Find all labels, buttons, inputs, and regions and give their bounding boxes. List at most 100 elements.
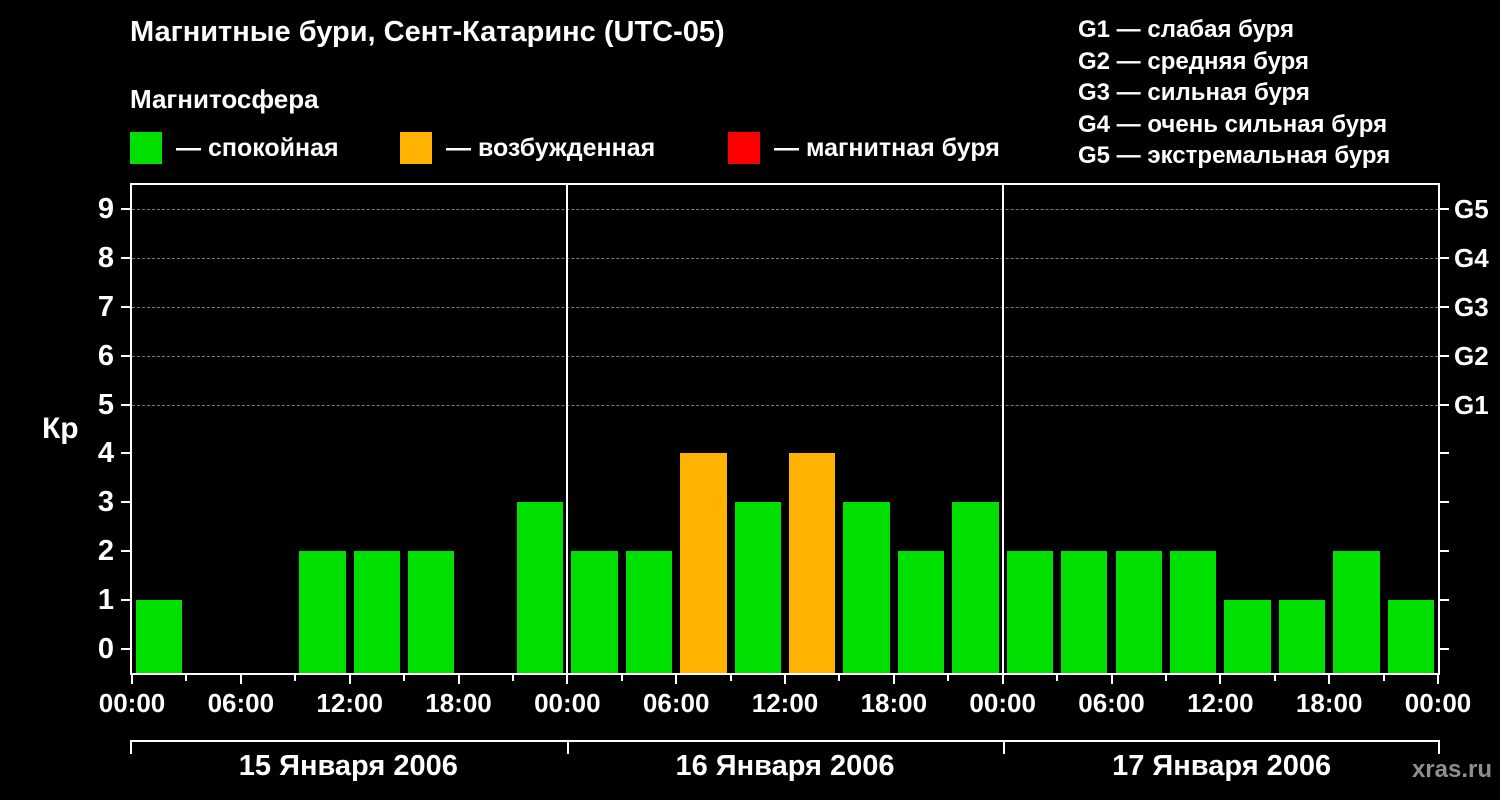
date-label: 16 Января 2006 [675,750,895,782]
x-tick-label: 06:00 [207,688,275,718]
x-axis-tick [131,675,133,684]
kp-bar [408,551,455,673]
g-level-label: G4 [1454,243,1489,274]
y-tick-label: 0 [97,632,114,665]
x-tick-label: 12:00 [751,688,819,718]
gridline [132,355,1438,357]
y-axis-tick [121,257,130,260]
x-axis-tick [1273,675,1276,681]
g-level-label: G1 [1454,389,1489,420]
date-axis-line [130,740,1440,742]
y-axis-tick-right [1440,403,1449,406]
date-axis-tick [1003,740,1006,754]
g1-legend-line: G1 — слабая буря [1078,16,1295,43]
g2-legend-line: G2 — средняя буря [1078,47,1309,75]
legend-item-quiet: — спокойная [130,131,339,165]
kp-bar [299,551,346,673]
watermark-xras: xras.ru [1411,756,1492,783]
x-axis-tick [892,675,895,684]
kp-bar [136,599,183,673]
x-axis-tick [675,675,678,684]
x-axis-tick [294,675,297,681]
y-axis-tick-right [1440,306,1449,308]
y-tick-label: 2 [97,535,114,567]
y-tick-label: 8 [97,242,114,275]
y-axis-tick [121,354,130,357]
plot-area [130,183,1440,675]
date-label: 15 Января 2006 [238,750,458,782]
kp-bar [680,453,727,673]
kp-bar [1169,551,1217,673]
x-axis-tick [566,675,569,684]
y-axis-title: Кр [42,412,79,445]
x-tick-label: 06:00 [642,688,710,718]
gridline [132,209,1438,211]
x-axis-tick [729,675,732,681]
y-axis-tick [121,501,130,504]
magnetosphere-label: Магнитосфера [130,84,319,114]
x-axis-tick [239,675,242,684]
y-axis-tick-right [1440,647,1449,650]
storm-label: — магнитная буря [774,133,1000,162]
kp-bar [1006,551,1054,673]
x-axis-tick [403,675,406,681]
x-tick-label: 18:00 [860,688,928,718]
kp-bar [516,502,564,673]
y-tick-label: 5 [97,388,114,421]
kp-bar [353,551,401,673]
kp-bar [1061,551,1108,673]
y-axis-tick [121,208,130,211]
x-tick-label: 12:00 [1187,688,1254,718]
kp-bar [1387,599,1434,673]
legend-item-disturbed: — возбужденная [400,131,655,165]
date-label: 17 Января 2006 [1112,750,1332,782]
kp-bar [1333,551,1380,673]
y-tick-label: 9 [97,193,114,226]
legend-item-storm: — магнитная буря [728,131,1000,165]
kp-bar [1115,551,1162,673]
gridline [132,258,1438,260]
x-axis-tick [838,675,841,681]
chart-title: Магнитные бури, Сент-Катаринс (UTC-05) [130,16,725,48]
kp-bar [1278,599,1326,673]
storm-scale-legend: G1 — слабая буря G2 — средняя буря G3 — … [1078,14,1390,172]
x-axis-tick [784,675,786,684]
storm-color-swatch [728,132,760,164]
kp-bar [1224,599,1271,673]
x-axis-tick [1056,675,1059,681]
x-axis-tick [620,675,623,681]
gridline [132,404,1438,406]
y-axis-tick-right [1440,354,1449,357]
x-tick-label: 06:00 [1078,688,1145,718]
g4-legend-line: G4 — очень сильная буря [1078,110,1388,138]
g-level-label: G3 [1454,292,1489,322]
y-axis-tick [121,403,130,406]
x-axis-tick [1001,675,1004,684]
g-level-label: G5 [1454,194,1489,225]
x-tick-label: 00:00 [1404,688,1472,718]
x-tick-label: 00:00 [98,688,166,718]
x-tick-label: 00:00 [969,688,1036,718]
x-axis-tick [1437,675,1439,684]
kp-bar [734,502,781,673]
quiet-color-swatch [130,132,162,164]
y-tick-label: 6 [97,339,114,372]
y-tick-label: 4 [97,437,114,470]
date-axis-tick [130,740,132,754]
kp-bar [843,502,890,673]
x-axis-tick [457,675,460,684]
day-separator [1001,185,1004,673]
x-axis-tick [1110,675,1113,684]
g5-legend-line: G5 — экстремальная буря [1078,142,1391,169]
y-axis-tick [121,550,130,552]
y-axis-tick-right [1440,208,1449,211]
y-axis-tick [121,306,130,308]
y-axis-tick-right [1440,501,1449,504]
x-axis-tick [1382,675,1385,681]
x-tick-label: 12:00 [316,688,383,718]
disturbed-label: — возбужденная [446,133,656,162]
gridline [132,307,1438,308]
x-axis-tick [1328,675,1331,684]
y-tick-label: 1 [97,583,114,616]
x-axis-tick [947,675,950,681]
